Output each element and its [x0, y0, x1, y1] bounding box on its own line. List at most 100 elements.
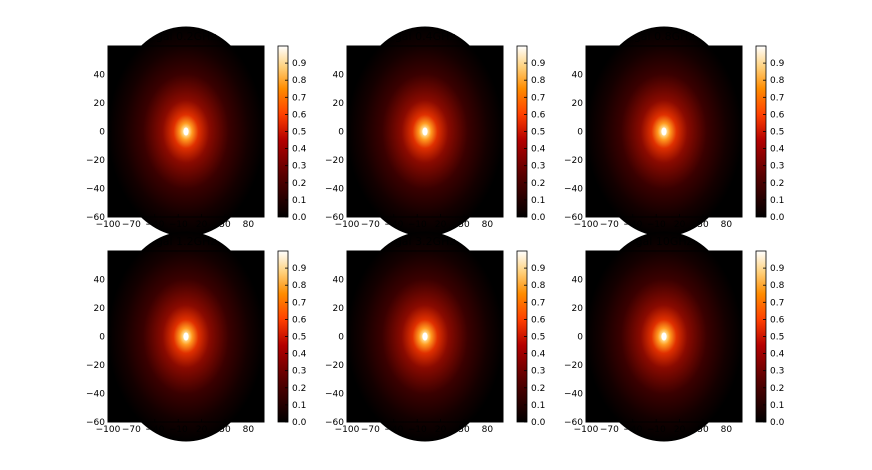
colorbar-tick-label: 0.9 — [531, 264, 546, 274]
panel-title: gal 0.8GHz — [634, 30, 695, 43]
y-tick-label: −60 — [325, 213, 344, 223]
colorbar-tick-label: 0.0 — [531, 418, 546, 428]
x-tick-label: −100 — [574, 425, 599, 435]
colorbar-tick-label: 0.4 — [770, 145, 785, 155]
y-tick-label: −60 — [564, 213, 583, 223]
panel-4: gal 1.2GHz −100 −70 −40 −10 20 50 80 40 20 0 −20 −40… — [86, 231, 307, 442]
colorbar-tick-label: 0.3 — [292, 367, 306, 377]
colorbar-tick-label: 0.2 — [292, 384, 306, 394]
y-tick-label: −40 — [325, 390, 344, 400]
colorbar-tick-label: 0.9 — [770, 59, 785, 69]
y-tick-label: −60 — [86, 213, 105, 223]
x-tick-label: −70 — [361, 220, 380, 230]
y-tick-label: −40 — [86, 185, 105, 195]
colorbar-tick-label: 0.4 — [531, 145, 546, 155]
x-tick-label: 20 — [435, 220, 447, 230]
colorbar-tick-label: 0.3 — [770, 162, 784, 172]
panel-2: gal 0.4GHz −100 −70 −40 −10 20 50 80 40 20 0 −20 −40… — [325, 26, 546, 237]
emission-peak — [422, 127, 428, 136]
colorbar-tick-label: 0.0 — [531, 213, 546, 223]
emission-peak — [661, 127, 667, 136]
colorbar-tick-label: 0.6 — [292, 110, 307, 120]
x-tick-label: 50 — [458, 425, 470, 435]
colorbar-tick-label: 0.2 — [531, 179, 545, 189]
colorbar-tick-label: 0.1 — [770, 196, 784, 206]
x-tick-label: −40 — [145, 425, 164, 435]
x-tick-label: −100 — [574, 220, 599, 230]
colorbar-tick-label: 0.7 — [770, 298, 784, 308]
colorbar-tick-label: 0.0 — [292, 213, 307, 223]
y-tick-label: 40 — [572, 276, 584, 286]
colorbar-tick-label: 0.8 — [531, 76, 546, 86]
y-tick-label: −20 — [564, 156, 583, 166]
y-tick-label: −20 — [325, 156, 344, 166]
y-tick-label: −20 — [325, 361, 344, 371]
y-tick-label: 20 — [333, 99, 345, 109]
x-tick-label: 50 — [697, 425, 709, 435]
x-tick-label: 50 — [697, 220, 709, 230]
y-tick-label: 0 — [577, 128, 583, 138]
panel-6: gal 10GHz −100 −70 −40 −10 20 50 80 40 20 0 −20 −40 −… — [564, 231, 785, 442]
x-tick-label: −10 — [408, 220, 427, 230]
y-tick-label: 0 — [99, 128, 105, 138]
x-tick-label: 80 — [482, 220, 494, 230]
y-tick-label: 0 — [577, 333, 583, 343]
y-tick-label: 20 — [94, 99, 106, 109]
x-tick-label: −40 — [384, 425, 403, 435]
y-tick-label: 40 — [94, 71, 106, 81]
colorbar-tick-label: 0.3 — [531, 367, 545, 377]
x-tick-label: 50 — [219, 425, 231, 435]
colorbar-tick-label: 0.9 — [292, 59, 307, 69]
x-tick-label: −40 — [145, 220, 164, 230]
panel-title: gal 0.4GHz — [395, 30, 456, 43]
emission-peak — [661, 332, 667, 341]
panel-title: gal 0.2GHz — [156, 30, 217, 43]
colorbar-tick-label: 0.9 — [770, 264, 785, 274]
x-tick-label: 20 — [196, 425, 208, 435]
x-tick-label: −70 — [600, 220, 619, 230]
colorbar-tick-label: 0.2 — [292, 179, 306, 189]
colorbar-tick-label: 0.1 — [770, 401, 784, 411]
y-tick-label: −40 — [564, 390, 583, 400]
colorbar-tick-label: 0.9 — [531, 59, 546, 69]
x-tick-label: −100 — [96, 220, 121, 230]
y-tick-label: −60 — [86, 418, 105, 428]
x-tick-label: −70 — [122, 220, 141, 230]
x-tick-label: 50 — [219, 220, 231, 230]
y-tick-label: −40 — [325, 185, 344, 195]
colorbar-tick-label: 0.6 — [531, 110, 546, 120]
colorbar-tick-label: 0.6 — [531, 315, 546, 325]
emission-peak — [183, 332, 189, 341]
colorbar-tick-label: 0.2 — [770, 179, 784, 189]
colorbar-tick-label: 0.1 — [292, 401, 306, 411]
x-tick-label: 20 — [674, 425, 686, 435]
x-tick-label: −100 — [335, 220, 360, 230]
x-tick-label: −40 — [623, 425, 642, 435]
panel-title: gal 3.2GHz — [395, 235, 456, 248]
colorbar-tick-label: 0.0 — [292, 418, 307, 428]
y-tick-label: 20 — [94, 304, 106, 314]
x-tick-label: −10 — [169, 425, 188, 435]
x-tick-label: 80 — [243, 425, 255, 435]
colorbar-tick-label: 0.7 — [531, 93, 545, 103]
y-tick-label: 40 — [333, 276, 345, 286]
y-tick-label: 20 — [333, 304, 345, 314]
colorbar-tick-label: 0.8 — [770, 281, 785, 291]
colorbar-tick-label: 0.8 — [531, 281, 546, 291]
colorbar-tick-label: 0.5 — [292, 333, 306, 343]
colorbar-tick-label: 0.1 — [292, 196, 306, 206]
colorbar-tick-label: 0.5 — [531, 128, 545, 138]
x-tick-label: −10 — [647, 220, 666, 230]
panel-title: gal 1.2GHz — [156, 235, 217, 248]
colorbar-tick-label: 0.6 — [292, 315, 307, 325]
x-tick-label: 80 — [721, 220, 733, 230]
y-tick-label: −40 — [86, 390, 105, 400]
colorbar-tick-label: 0.2 — [531, 384, 545, 394]
emission-peak — [422, 332, 428, 341]
colorbar-tick-label: 0.7 — [770, 93, 784, 103]
x-tick-label: −100 — [96, 425, 121, 435]
colorbar-tick-label: 0.5 — [770, 128, 784, 138]
x-tick-label: −70 — [600, 425, 619, 435]
x-tick-label: −10 — [647, 425, 666, 435]
